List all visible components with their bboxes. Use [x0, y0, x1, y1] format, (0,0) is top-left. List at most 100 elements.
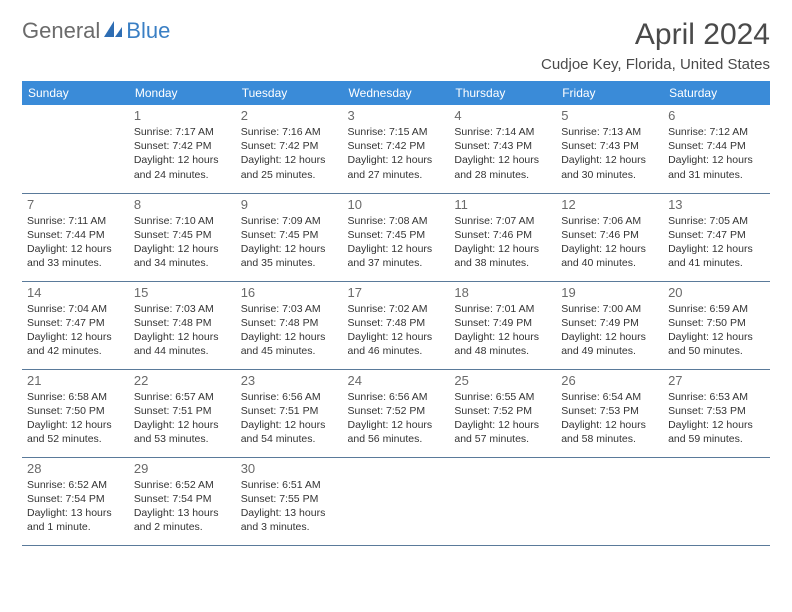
day-number: 24 — [348, 373, 445, 388]
calendar-cell: 21Sunrise: 6:58 AMSunset: 7:50 PMDayligh… — [22, 369, 129, 457]
cell-line: Sunset: 7:47 PM — [668, 228, 765, 242]
cell-line: and 41 minutes. — [668, 256, 765, 270]
cell-line: and 53 minutes. — [134, 432, 231, 446]
cell-line: and 28 minutes. — [454, 168, 551, 182]
calendar-cell: 19Sunrise: 7:00 AMSunset: 7:49 PMDayligh… — [556, 281, 663, 369]
cell-line: Sunrise: 7:01 AM — [454, 302, 551, 316]
cell-line: Sunset: 7:47 PM — [27, 316, 124, 330]
calendar-table: Sunday Monday Tuesday Wednesday Thursday… — [22, 81, 770, 546]
cell-line: Sunrise: 7:06 AM — [561, 214, 658, 228]
day-number: 14 — [27, 285, 124, 300]
cell-line: Daylight: 12 hours — [241, 330, 338, 344]
day-header: Wednesday — [343, 81, 450, 105]
cell-line: Daylight: 12 hours — [668, 418, 765, 432]
cell-line: Sunrise: 7:15 AM — [348, 125, 445, 139]
day-number: 12 — [561, 197, 658, 212]
calendar-row: 14 Sunrise: 7:04 AMSunset: 7:47 PM Dayligh… — [22, 281, 770, 369]
cell-line: Sunset: 7:48 PM — [348, 316, 445, 330]
cell-line: Sunset: 7:42 PM — [241, 139, 338, 153]
day-number: 8 — [134, 197, 231, 212]
cell-line: Sunrise: 6:54 AM — [561, 390, 658, 404]
cell-line: Sunset: 7:43 PM — [561, 139, 658, 153]
cell-line: Sunrise: 7:04 AM — [27, 302, 124, 316]
cell-line: and 2 minutes. — [134, 520, 231, 534]
day-number: 28 — [27, 461, 124, 476]
calendar-row: 1Sunrise: 7:17 AMSunset: 7:42 PMDaylight… — [22, 105, 770, 193]
calendar-cell: 16Sunrise: 7:03 AMSunset: 7:48 PMDayligh… — [236, 281, 343, 369]
cell-line: Sunset: 7:53 PM — [668, 404, 765, 418]
day-number: 9 — [241, 197, 338, 212]
logo-sail-icon — [102, 19, 124, 44]
cell-line: Sunset: 7:43 PM — [454, 139, 551, 153]
logo-text-general: General — [22, 18, 100, 44]
day-number: 26 — [561, 373, 658, 388]
calendar-cell — [22, 105, 129, 193]
cell-line: Sunrise: 6:51 AM — [241, 478, 338, 492]
calendar-cell — [663, 457, 770, 545]
calendar-cell: 11Sunrise: 7:07 AMSunset: 7:46 PMDayligh… — [449, 193, 556, 281]
cell-line: Daylight: 12 hours — [27, 418, 124, 432]
calendar-cell: 9Sunrise: 7:09 AMSunset: 7:45 PMDaylight… — [236, 193, 343, 281]
title-block: April 2024 Cudjoe Key, Florida, United S… — [541, 18, 770, 73]
cell-line: Sunset: 7:54 PM — [134, 492, 231, 506]
calendar-cell: 22Sunrise: 6:57 AMSunset: 7:51 PMDayligh… — [129, 369, 236, 457]
cell-line: Daylight: 12 hours — [348, 153, 445, 167]
calendar-cell: 24Sunrise: 6:56 AMSunset: 7:52 PMDayligh… — [343, 369, 450, 457]
month-title: April 2024 — [541, 18, 770, 52]
cell-line: and 49 minutes. — [561, 344, 658, 358]
cell-line: Sunset: 7:45 PM — [241, 228, 338, 242]
cell-line: Sunrise: 6:52 AM — [27, 478, 124, 492]
cell-line: Sunset: 7:46 PM — [561, 228, 658, 242]
calendar-cell: 7Sunrise: 7:11 AMSunset: 7:44 PMDaylight… — [22, 193, 129, 281]
cell-line: Daylight: 12 hours — [668, 153, 765, 167]
calendar-cell: 15Sunrise: 7:03 AMSunset: 7:48 PMDayligh… — [129, 281, 236, 369]
cell-line: Sunrise: 7:03 AM — [134, 302, 231, 316]
calendar-cell: 1Sunrise: 7:17 AMSunset: 7:42 PMDaylight… — [129, 105, 236, 193]
cell-line: Daylight: 13 hours — [27, 506, 124, 520]
calendar-cell: 3Sunrise: 7:15 AMSunset: 7:42 PMDaylight… — [343, 105, 450, 193]
cell-line: Daylight: 12 hours — [241, 242, 338, 256]
cell-line: Daylight: 12 hours — [668, 330, 765, 344]
cell-line: Sunrise: 6:56 AM — [348, 390, 445, 404]
calendar-cell: 5Sunrise: 7:13 AMSunset: 7:43 PMDaylight… — [556, 105, 663, 193]
cell-line: and 45 minutes. — [241, 344, 338, 358]
cell-line: and 24 minutes. — [134, 168, 231, 182]
day-number: 25 — [454, 373, 551, 388]
cell-line: and 46 minutes. — [348, 344, 445, 358]
calendar-cell: 20Sunrise: 6:59 AMSunset: 7:50 PMDayligh… — [663, 281, 770, 369]
day-number: 20 — [668, 285, 765, 300]
cell-line: and 40 minutes. — [561, 256, 658, 270]
cell-line: and 35 minutes. — [241, 256, 338, 270]
cell-line: Sunrise: 7:08 AM — [348, 214, 445, 228]
cell-line: and 37 minutes. — [348, 256, 445, 270]
day-number: 2 — [241, 108, 338, 123]
calendar-cell: 29Sunrise: 6:52 AMSunset: 7:54 PMDayligh… — [129, 457, 236, 545]
cell-line: Daylight: 12 hours — [348, 330, 445, 344]
cell-line: and 30 minutes. — [561, 168, 658, 182]
cell-line: Sunset: 7:49 PM — [561, 316, 658, 330]
day-number: 10 — [348, 197, 445, 212]
cell-line: Sunset: 7:44 PM — [27, 228, 124, 242]
cell-line: Sunrise: 7:13 AM — [561, 125, 658, 139]
day-number: 15 — [134, 285, 231, 300]
day-number: 5 — [561, 108, 658, 123]
cell-line: and 59 minutes. — [668, 432, 765, 446]
cell-line: Daylight: 12 hours — [668, 242, 765, 256]
day-header: Sunday — [22, 81, 129, 105]
calendar-row: 21Sunrise: 6:58 AMSunset: 7:50 PMDayligh… — [22, 369, 770, 457]
cell-line: Daylight: 13 hours — [134, 506, 231, 520]
cell-line: and 48 minutes. — [454, 344, 551, 358]
cell-line: Sunset: 7:51 PM — [241, 404, 338, 418]
calendar-cell: 12Sunrise: 7:06 AMSunset: 7:46 PMDayligh… — [556, 193, 663, 281]
calendar-cell — [556, 457, 663, 545]
day-number: 1 — [134, 108, 231, 123]
cell-line: Sunset: 7:50 PM — [668, 316, 765, 330]
header: General Blue April 2024 Cudjoe Key, Flor… — [22, 18, 770, 73]
cell-line: Daylight: 12 hours — [134, 242, 231, 256]
cell-line: Sunrise: 6:57 AM — [134, 390, 231, 404]
calendar-cell: 8Sunrise: 7:10 AMSunset: 7:45 PMDaylight… — [129, 193, 236, 281]
cell-line: Daylight: 13 hours — [241, 506, 338, 520]
calendar-cell — [343, 457, 450, 545]
location: Cudjoe Key, Florida, United States — [541, 56, 770, 73]
cell-line: Sunrise: 7:03 AM — [241, 302, 338, 316]
